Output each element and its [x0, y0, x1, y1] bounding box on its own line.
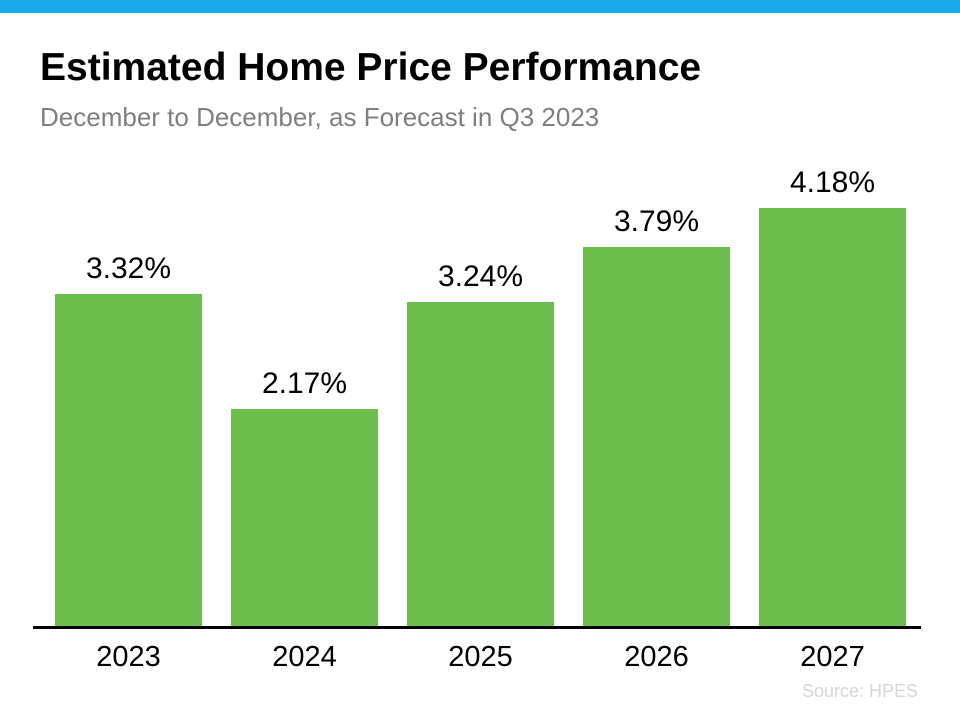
bar-2024 [231, 409, 378, 626]
bar-2023 [55, 294, 202, 626]
bar-2025 [407, 302, 554, 626]
bar-2027 [759, 208, 906, 626]
top-accent-bar [0, 0, 960, 13]
chart-subtitle: December to December, as Forecast in Q3 … [40, 102, 600, 132]
bar-value-label: 2.17% [261, 367, 348, 400]
x-axis-label: 2026 [624, 641, 689, 673]
x-axis-label: 2027 [800, 641, 865, 673]
source-note: Source: HPES [801, 681, 918, 701]
x-axis-label: 2025 [448, 641, 513, 673]
bar-value-label: 3.32% [85, 252, 172, 285]
bar-value-label: 4.18% [789, 166, 876, 199]
bar-value-label: 3.24% [437, 260, 524, 293]
x-axis-label: 2023 [96, 641, 161, 673]
chart-title: Estimated Home Price Performance [40, 46, 702, 89]
x-axis-line [33, 626, 921, 629]
bar-value-label: 3.79% [613, 205, 700, 238]
x-axis-label: 2024 [272, 641, 337, 673]
bar-2026 [583, 247, 730, 626]
